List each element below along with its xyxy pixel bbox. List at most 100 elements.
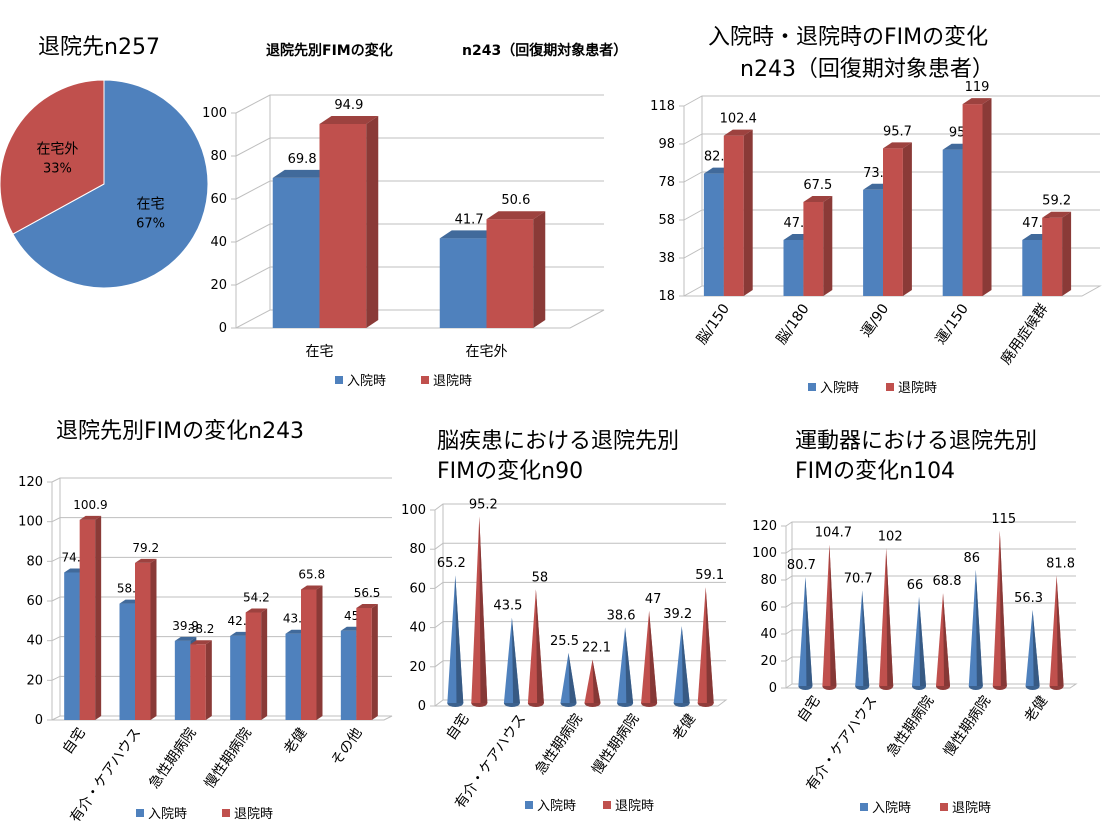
cone2-data-label: 86 <box>964 551 981 566</box>
cone2-cone-shade <box>919 596 926 686</box>
bar3-x-tick-label: 慢性期病院 <box>201 725 255 792</box>
bar2-x-tick-label: 廃用症候群 <box>997 301 1051 368</box>
bar3-gridline <box>51 517 392 523</box>
cone1-cone-shade <box>705 587 714 703</box>
bar2-bar <box>803 201 824 296</box>
bar3-bar-side <box>261 608 268 720</box>
cone1-y-tick-label: 0 <box>418 699 426 714</box>
bar3-bar <box>230 635 246 720</box>
bar2-legend-swatch <box>808 383 816 391</box>
cone2-cone-shade <box>805 577 813 686</box>
bar3-y-tick-label: 40 <box>26 634 43 649</box>
cone2-cone-shade <box>999 530 1007 686</box>
bar2-legend-label: 入院時 <box>820 381 859 396</box>
bar1-bar-top <box>319 115 379 124</box>
cone1-gridline <box>434 581 726 589</box>
cone1-data-label: 39.2 <box>663 607 692 622</box>
cone1-cone-shade <box>479 516 488 703</box>
bar2-y-tick-label: 118 <box>650 99 675 114</box>
bar3-bar <box>174 640 191 720</box>
bar3-bar <box>119 603 135 720</box>
cone1-data-label: 43.5 <box>493 599 522 614</box>
pie-percent-label: 67% <box>136 217 165 232</box>
cone1-y-tick-label: 40 <box>409 621 426 636</box>
bar3-bar <box>190 644 206 720</box>
bar3-gridline <box>51 477 392 483</box>
bar3-y-tick-label: 120 <box>18 475 43 490</box>
bar1-y-tick-label: 80 <box>210 149 227 164</box>
bar3-bar <box>301 589 317 720</box>
bar1-data-label: 41.7 <box>455 212 484 227</box>
bar2-y-tick-label: 18 <box>658 289 675 304</box>
bar1-bar-top <box>439 230 499 239</box>
bar3-bar-top <box>174 636 197 641</box>
cone2-data-label: 81.8 <box>1046 557 1075 572</box>
bar2-legend-swatch <box>886 383 894 391</box>
cone2-legend-label: 退院時 <box>952 801 991 816</box>
cone1-x-tick-label: 老健 <box>670 711 699 743</box>
cone1-data-label: 25.5 <box>550 634 579 649</box>
cone1-data-label: 38.6 <box>607 608 636 623</box>
bar3-x-tick-label: 急性期病院 <box>146 725 199 792</box>
bar1-title-a: 退院先別FIMの変化 <box>266 43 393 59</box>
bar3-bar <box>285 633 301 720</box>
bar3-bar-side <box>205 640 212 720</box>
cone2-legend-swatch <box>860 803 868 811</box>
bar3-bar-side <box>316 585 323 720</box>
cone2-cone-shade <box>975 569 983 686</box>
bar1-y-tick-label: 0 <box>219 321 227 336</box>
cone1-y-tick-label: 100 <box>401 503 426 518</box>
bar1-bar <box>439 238 487 328</box>
bar3-bar-side <box>150 558 157 720</box>
cone1-title-line2: FIMの変化n90 <box>437 459 584 484</box>
bar2-x-tick-label: 運/90 <box>858 301 892 340</box>
bar1-gridline <box>235 180 604 200</box>
cone2-gridline <box>785 656 1076 662</box>
bar3-gridline <box>51 636 392 642</box>
bar1-legend-swatch <box>335 376 343 384</box>
cone2-gridline <box>785 548 1076 554</box>
cone2-gridline <box>785 602 1076 608</box>
cone1-cone-shade <box>455 575 464 703</box>
cone1-y-tick-label: 80 <box>409 542 426 557</box>
bar1-bar-top <box>272 169 332 178</box>
cone1-legend-label: 入院時 <box>537 799 576 814</box>
cone1-x-tick-label: 自宅 <box>443 711 472 743</box>
cone1-gridline <box>434 542 726 550</box>
bar1-y-tick-label: 40 <box>210 235 227 250</box>
cone2-x-tick-label: 老健 <box>1022 693 1051 725</box>
cone2-gridline <box>785 629 1076 635</box>
bar3-bar-top <box>190 640 212 645</box>
bar3-x-tick-label: 自宅 <box>60 725 89 757</box>
bar2-data-label: 95 <box>949 126 966 141</box>
pie-slice <box>12 79 209 289</box>
bar3-data-label: 79.2 <box>132 541 159 555</box>
bar1-y-tick-label: 100 <box>202 106 227 121</box>
cone2-y-tick-label: 0 <box>769 681 777 696</box>
cone2-legend-label: 入院時 <box>872 801 911 816</box>
bar1-y-tick-label: 60 <box>210 192 227 207</box>
cone1-cone-shade <box>625 627 634 703</box>
pie-title: 退院先n257 <box>38 35 160 60</box>
cone1-y-tick-label: 60 <box>409 581 426 596</box>
bar1-bar <box>486 219 534 328</box>
cone2-gridline <box>785 575 1076 581</box>
bar2-bar-side <box>743 129 753 296</box>
cone2-data-label: 66 <box>907 578 924 593</box>
cone1-x-tick-label: 慢性期病院 <box>588 711 642 778</box>
cone1-gridline <box>434 621 726 628</box>
bar2-bar <box>883 148 903 296</box>
bar3-bar <box>64 572 80 720</box>
cone2-title-line1: 運動器における退院先別 <box>795 429 1038 454</box>
bar1-data-label: 94.9 <box>334 98 363 113</box>
bar3-data-label: 56.5 <box>354 586 381 600</box>
bar3-x-tick-label: 老健 <box>281 725 310 757</box>
bar1-bar-side <box>366 115 379 328</box>
cone2-data-label: 115 <box>991 512 1016 527</box>
bar2-y-tick-label: 98 <box>658 137 675 152</box>
cone2-cone-shade <box>1032 609 1040 686</box>
cone2-cone-shade <box>943 593 950 686</box>
bar3-gridline <box>51 596 392 602</box>
bar3-bar-side <box>371 603 378 720</box>
cone1-legend-label: 退院時 <box>615 799 654 814</box>
